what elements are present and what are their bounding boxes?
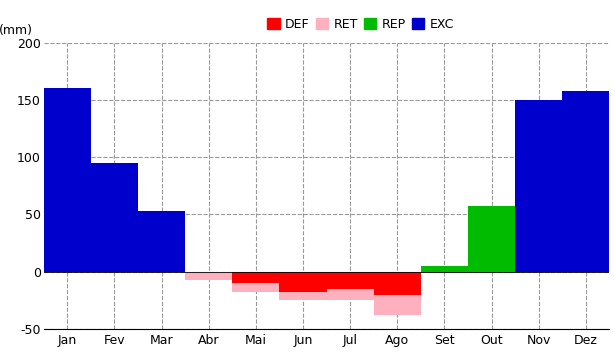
Legend: DEF, RET, REP, EXC: DEF, RET, REP, EXC xyxy=(264,14,458,35)
Bar xyxy=(185,271,232,280)
Bar xyxy=(279,271,327,292)
Bar xyxy=(91,163,138,271)
Bar xyxy=(279,271,327,300)
Bar xyxy=(562,91,609,271)
Text: (mm): (mm) xyxy=(0,24,33,37)
Bar xyxy=(374,271,421,315)
Bar xyxy=(421,266,468,271)
Bar xyxy=(327,271,374,289)
Bar xyxy=(138,211,185,271)
Bar xyxy=(232,271,279,292)
Bar xyxy=(374,271,421,294)
Bar xyxy=(468,206,515,271)
Bar xyxy=(515,100,562,271)
Bar xyxy=(327,271,374,300)
Bar xyxy=(232,271,279,283)
Bar xyxy=(44,88,91,271)
